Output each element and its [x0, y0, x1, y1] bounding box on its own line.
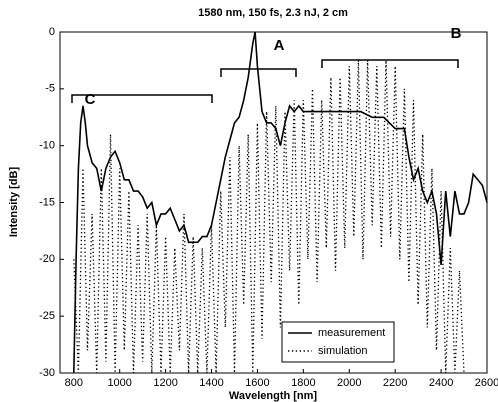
y-axis-label: Intensity [dB] [8, 167, 20, 238]
annotation: B [451, 25, 462, 42]
y-tick-label: 0 [49, 26, 55, 38]
y-tick-label: -25 [39, 310, 55, 322]
legend-label: simulation [318, 345, 368, 357]
series-line [73, 31, 488, 374]
legend-label: measurement [318, 327, 385, 339]
x-axis-label: Wavelength [nm] [229, 390, 318, 402]
bracket [71, 94, 213, 103]
y-tick-label: -20 [39, 253, 55, 265]
series-line [73, 60, 465, 374]
x-tick-label: 1000 [107, 377, 131, 389]
x-tick-label: 1800 [291, 377, 315, 389]
x-tick-label: 1200 [153, 377, 177, 389]
x-tick-label: 1600 [245, 377, 269, 389]
y-tick-label: -10 [39, 140, 55, 152]
annotation: C [85, 91, 96, 108]
bracket [321, 59, 459, 68]
x-tick-label: 2200 [383, 377, 407, 389]
plot-area [59, 31, 488, 374]
bracket [220, 68, 297, 77]
y-tick-label: -15 [39, 196, 55, 208]
x-tick-label: 2400 [429, 377, 453, 389]
legend-box [281, 321, 395, 363]
x-tick-label: 2000 [337, 377, 361, 389]
x-tick-label: 800 [65, 377, 83, 389]
x-tick-label: 1400 [199, 377, 223, 389]
annotation: A [274, 37, 285, 54]
y-tick-label: -5 [45, 83, 55, 95]
x-tick-label: 2600 [475, 377, 498, 389]
chart-title: 1580 nm, 150 fs, 2.3 nJ, 2 cm [198, 7, 348, 19]
y-tick-label: -30 [39, 367, 55, 379]
